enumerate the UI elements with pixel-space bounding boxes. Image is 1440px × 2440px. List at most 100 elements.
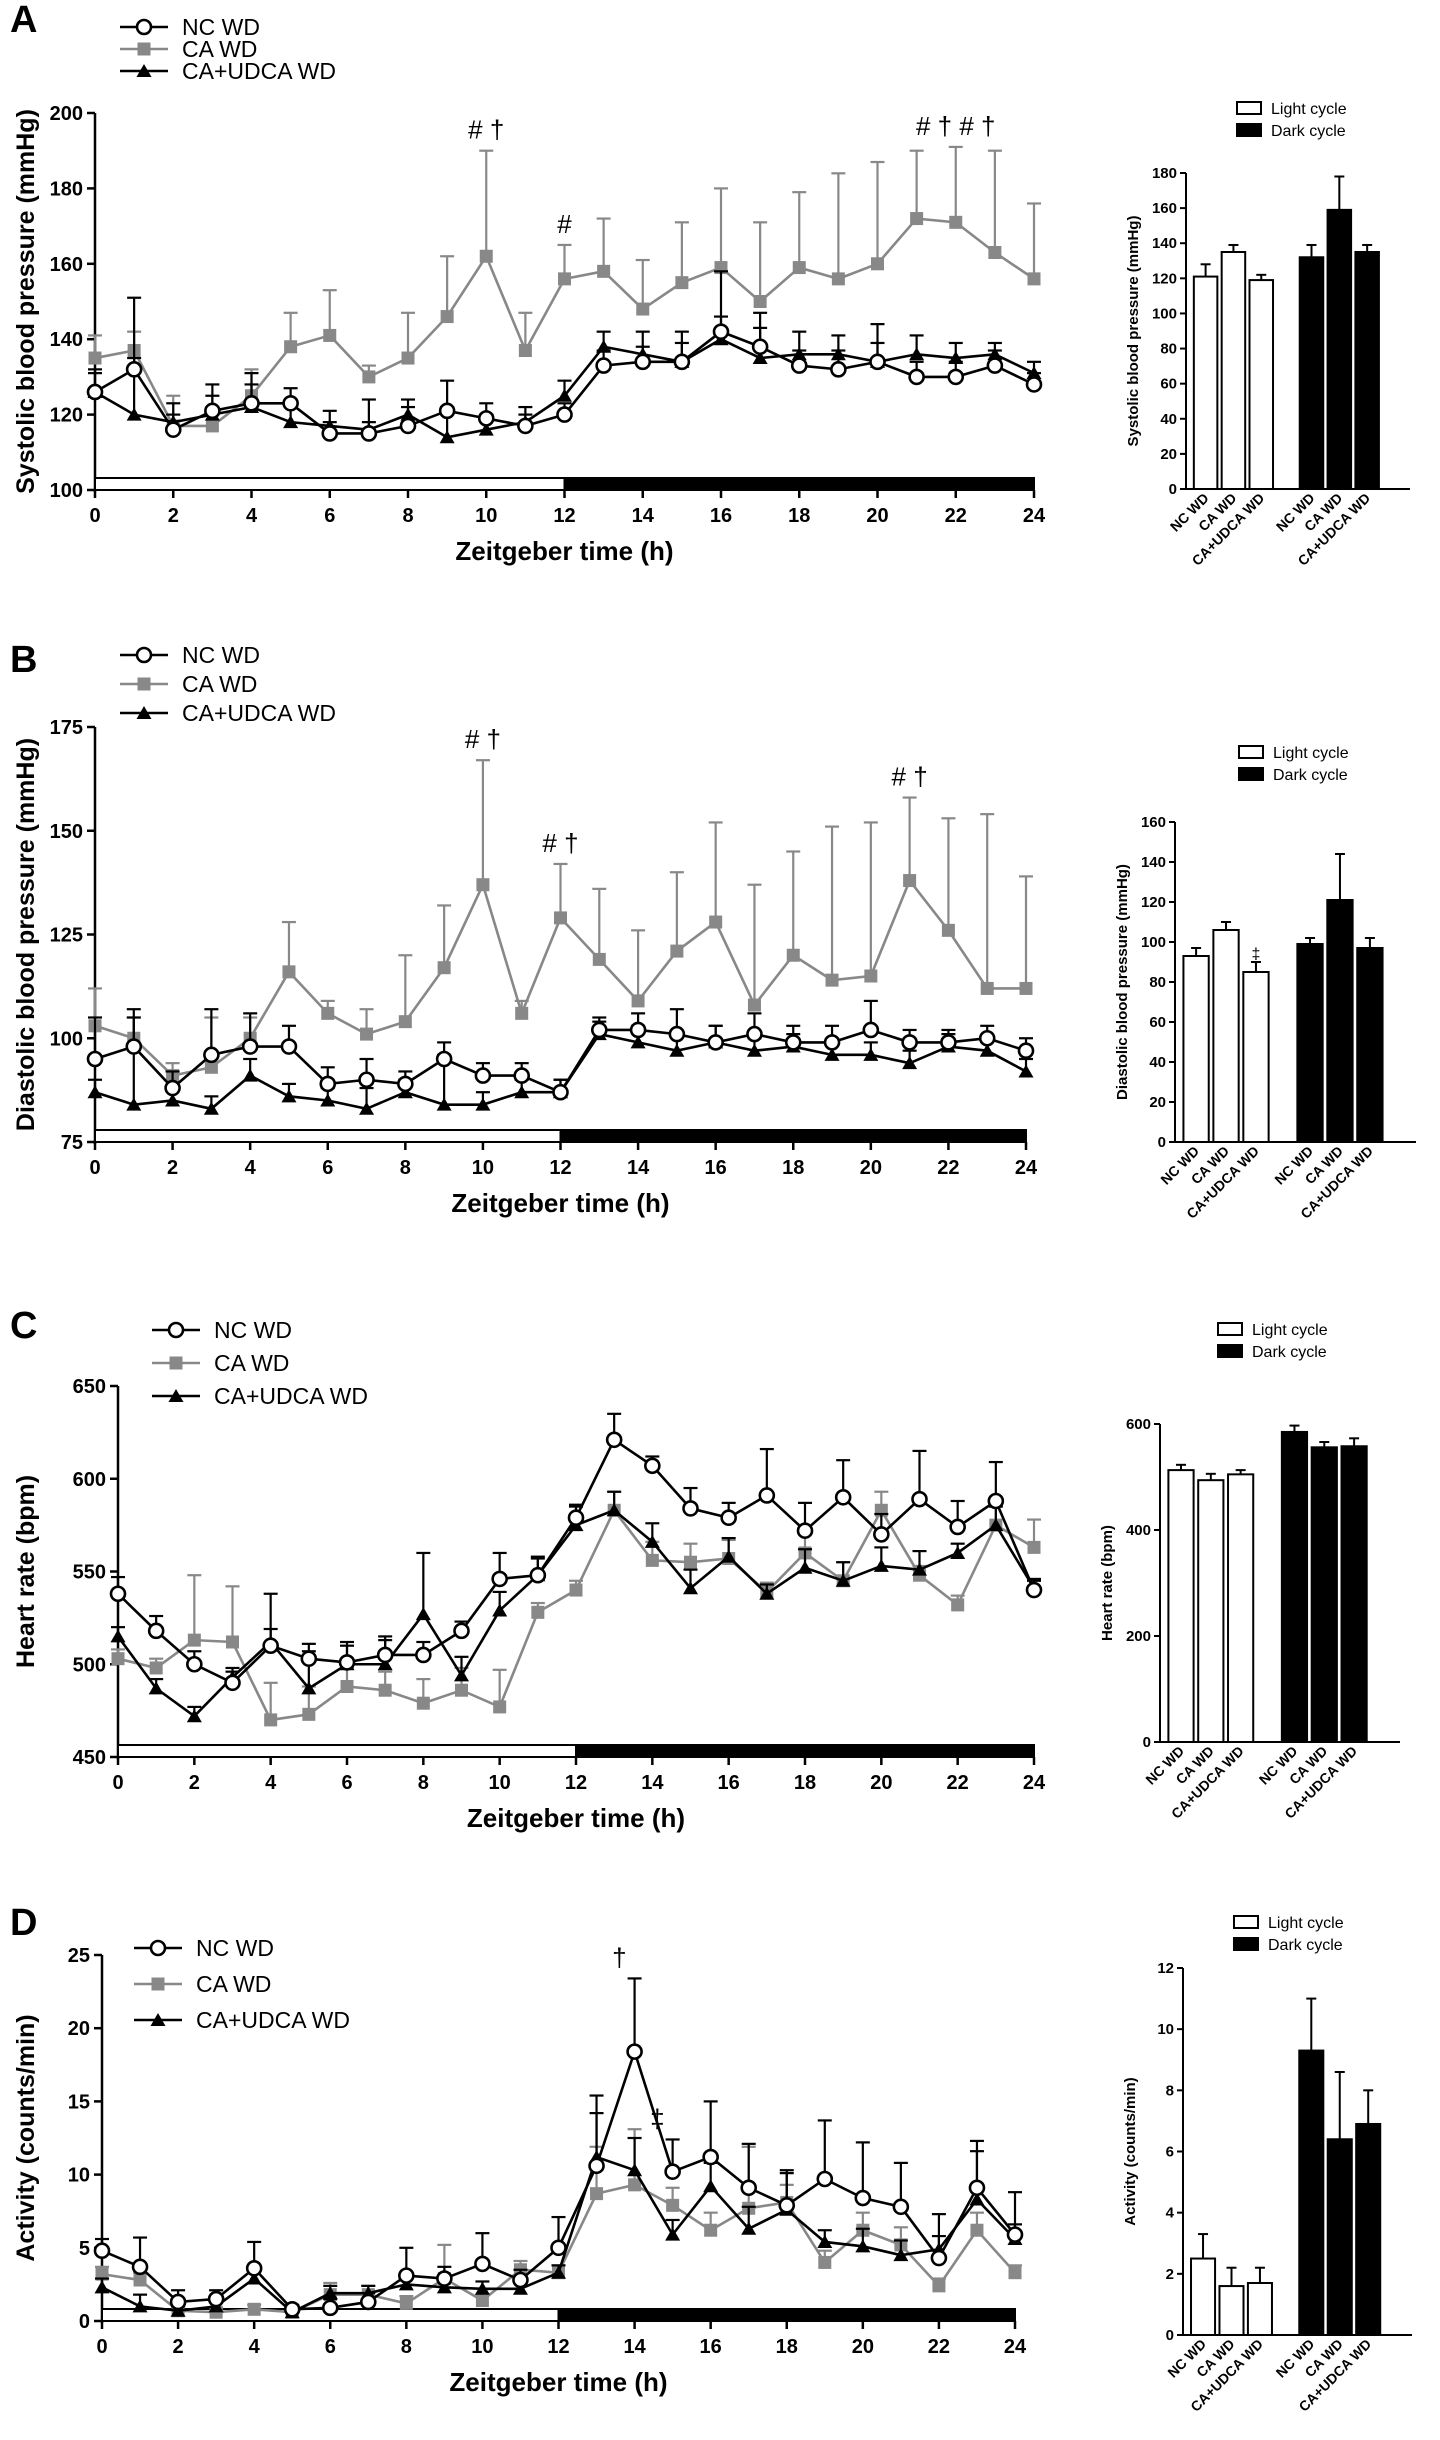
x-tick-label: 2 [168, 505, 179, 527]
data-point [110, 1629, 126, 1643]
data-point [338, 1654, 356, 1671]
x-tick-label: 20 [866, 505, 888, 527]
data-point [320, 1093, 336, 1107]
data-point [854, 2189, 872, 2207]
significance-annotation: ‡ [650, 2103, 664, 2133]
x-tick-label: 16 [700, 2336, 722, 2358]
inset-bar [1242, 971, 1270, 1143]
inset-legend-label: Light cycle [1252, 1322, 1328, 1339]
x-tick-label: 16 [705, 1157, 727, 1179]
data-point [792, 261, 806, 275]
series-ca-udca-wd [110, 1490, 1042, 1723]
inset-bar [1326, 2138, 1353, 2336]
data-point [949, 1518, 966, 1536]
data-point [797, 1560, 813, 1574]
light-cycle-swatch [1238, 745, 1264, 759]
data-point [186, 1655, 203, 1673]
dark-cycle-bar [563, 477, 1035, 491]
significance-annotation: † [612, 1942, 626, 1972]
x-tick-label: 10 [475, 505, 497, 527]
data-point [86, 1050, 104, 1068]
dark-cycle-bar [575, 1744, 1035, 1758]
x-tick-label: 12 [547, 2336, 569, 2358]
light-cycle-swatch [1236, 101, 1262, 115]
data-point [682, 1500, 699, 1517]
inset-y-tick-label: 8 [1166, 2082, 1174, 2099]
data-point [740, 2179, 758, 2197]
data-point [978, 1029, 996, 1047]
data-point [908, 368, 925, 386]
x-tick-label: 22 [937, 1157, 959, 1179]
data-point [673, 353, 691, 371]
inset-y-tick-label: 60 [1160, 376, 1177, 393]
significance-annotation: # † [892, 762, 928, 792]
data-point [869, 353, 886, 371]
legend-marker [135, 18, 153, 36]
x-tick-label: 8 [401, 2336, 412, 2358]
data-point [951, 1598, 965, 1612]
data-point [323, 328, 337, 342]
data-point [1025, 1581, 1043, 1599]
data-point [398, 2267, 415, 2284]
data-point [529, 1566, 547, 1584]
data-point [903, 874, 917, 888]
legend-marker [135, 646, 153, 664]
data-point [399, 417, 417, 435]
series-line [116, 1508, 1036, 1718]
data-point [746, 1043, 762, 1057]
data-point [831, 272, 845, 286]
data-point [746, 1025, 763, 1043]
data-point [818, 2255, 832, 2269]
x-axis-label: Zeitgeber time (h) [449, 2367, 667, 2397]
significance-annotation: # † [468, 115, 504, 145]
data-point [397, 1075, 414, 1093]
panel-label: B [10, 639, 37, 681]
inset-y-tick-label: 60 [1149, 1014, 1166, 1031]
data-point [454, 1668, 469, 1682]
y-axis-label: Heart rate (bpm) [12, 1475, 40, 1668]
data-point [597, 264, 611, 278]
data-point [901, 1034, 918, 1051]
data-point [666, 2198, 680, 2212]
x-tick-label: 24 [1004, 2336, 1027, 2358]
legend-label: CA+UDCA WD [196, 2007, 350, 2033]
inset-significance-annotation: ‡ [1252, 946, 1261, 963]
data-point [132, 2299, 148, 2313]
significance-annotation: # † # † [916, 111, 996, 141]
data-point [398, 1015, 412, 1029]
data-point [493, 1700, 507, 1714]
x-tick-label: 0 [89, 1157, 100, 1179]
data-point [477, 410, 495, 427]
data-point [949, 215, 963, 229]
inset-y-tick-label: 120 [1152, 270, 1177, 287]
x-tick-label: 4 [249, 2336, 261, 2358]
legend-marker [136, 706, 152, 719]
data-point [834, 1489, 852, 1506]
data-point [864, 969, 878, 983]
series-nc-wd [86, 999, 1035, 1101]
inset-y-tick-label: 6 [1166, 2144, 1174, 2161]
data-point [703, 2179, 719, 2193]
data-point [131, 2258, 149, 2276]
data-point [475, 2294, 489, 2308]
data-point [438, 402, 456, 420]
data-point [518, 344, 532, 358]
x-tick-label: 18 [794, 1772, 816, 1794]
y-tick-label: 75 [61, 1132, 83, 1154]
data-point [753, 295, 767, 308]
inset-y-tick-label: 40 [1160, 411, 1177, 428]
dark-cycle-swatch [1233, 1937, 1259, 1951]
inset-legend-label: Dark cycle [1252, 1344, 1327, 1361]
dark-cycle-bar [559, 1129, 1027, 1143]
data-point [675, 276, 689, 290]
x-tick-label: 2 [167, 1157, 178, 1179]
panel-label: C [10, 1305, 37, 1347]
x-tick-label: 8 [418, 1772, 429, 1794]
legend-label: CA+UDCA WD [182, 700, 336, 726]
data-point [204, 1060, 218, 1074]
data-point [340, 1680, 354, 1694]
data-point [437, 961, 451, 975]
